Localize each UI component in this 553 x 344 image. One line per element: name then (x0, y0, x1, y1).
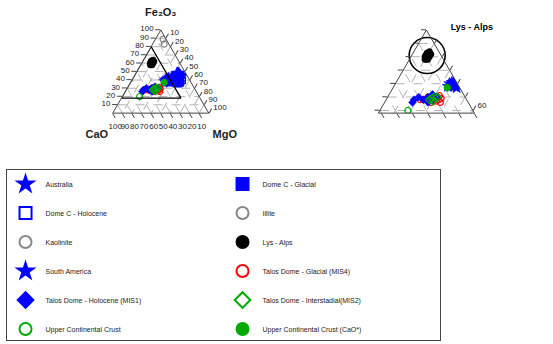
svg-text:Fe₂O₃: Fe₂O₃ (145, 6, 176, 18)
svg-text:100: 100 (213, 103, 227, 112)
svg-text:10: 10 (102, 99, 111, 108)
svg-text:30: 30 (178, 122, 187, 131)
svg-text:10: 10 (197, 122, 206, 131)
svg-text:80: 80 (130, 122, 139, 131)
svg-text:30: 30 (111, 83, 120, 92)
svg-text:70: 70 (130, 49, 139, 58)
svg-text:40: 40 (185, 53, 194, 62)
svg-text:Upper Continental Crust: Upper Continental Crust (46, 326, 121, 334)
svg-text:Kaolinite: Kaolinite (46, 239, 73, 246)
svg-text:90: 90 (209, 95, 218, 104)
svg-text:10: 10 (170, 28, 179, 37)
svg-text:MgO: MgO (213, 128, 238, 140)
svg-text:Dome C - Glacial: Dome C - Glacial (263, 181, 317, 188)
svg-text:70: 70 (199, 78, 208, 87)
svg-text:60: 60 (149, 122, 158, 131)
svg-text:Talos Dome - Interstadial(MIS2: Talos Dome - Interstadial(MIS2) (263, 297, 361, 305)
svg-text:90: 90 (120, 122, 129, 131)
svg-text:50: 50 (159, 122, 168, 131)
svg-text:40: 40 (168, 122, 177, 131)
svg-text:100: 100 (140, 24, 154, 33)
svg-text:20: 20 (188, 122, 197, 131)
svg-text:Australia: Australia (46, 181, 73, 188)
svg-text:Lys - Alps: Lys - Alps (451, 22, 493, 32)
svg-text:Talos Dome - Holocene (MIS1): Talos Dome - Holocene (MIS1) (46, 297, 142, 305)
svg-text:60: 60 (126, 58, 135, 67)
svg-text:80: 80 (135, 41, 144, 50)
svg-text:Illite: Illite (263, 210, 276, 217)
svg-text:30: 30 (180, 45, 189, 54)
svg-text:100: 100 (109, 122, 123, 131)
svg-text:Lys - Alps: Lys - Alps (263, 239, 294, 247)
svg-text:South America: South America (46, 268, 92, 275)
svg-text:Talos Dome - Glacial (MIS4): Talos Dome - Glacial (MIS4) (263, 268, 351, 276)
svg-text:20: 20 (106, 91, 115, 100)
svg-text:40: 40 (116, 74, 125, 83)
svg-text:CaO: CaO (85, 128, 108, 140)
svg-text:Dome C - Holocene: Dome C - Holocene (46, 210, 108, 217)
svg-text:50: 50 (121, 66, 130, 75)
svg-text:20: 20 (175, 37, 184, 46)
svg-text:60: 60 (477, 101, 486, 110)
svg-text:90: 90 (140, 33, 149, 42)
svg-text:50: 50 (189, 62, 198, 71)
svg-text:Upper Continental Crust (CaO*): Upper Continental Crust (CaO*) (263, 326, 362, 334)
svg-text:60: 60 (194, 70, 203, 79)
svg-text:70: 70 (140, 122, 149, 131)
svg-text:80: 80 (204, 87, 213, 96)
